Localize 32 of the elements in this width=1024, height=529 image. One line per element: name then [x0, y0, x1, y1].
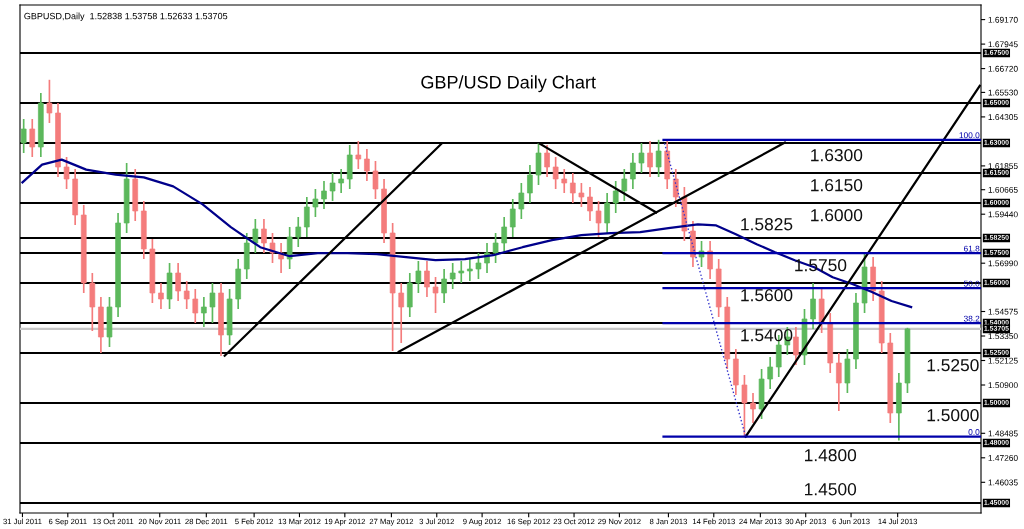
y-tick-label: 1.66720: [988, 65, 1018, 72]
text: GBP/USD Daily Chart: [421, 75, 596, 93]
text: GBPUSD,Daily 1.52838 1.53758 1.52633 1.53705: [24, 12, 228, 22]
y-tick-label: 1.52125: [988, 357, 1018, 364]
y-tick-label: 1.67945: [988, 41, 1018, 48]
annotation: 1.5825: [741, 218, 793, 231]
y-tick-label: 1.60665: [988, 186, 1018, 193]
annotation: 1.6150: [811, 179, 863, 192]
annotation: 1.5250: [927, 359, 979, 372]
y-tick-label: 1.61855: [988, 163, 1018, 169]
y-tick-label: 1.59440: [988, 211, 1018, 218]
annotation: 1.5600: [741, 289, 793, 302]
y-tick-label: 1.54575: [988, 308, 1018, 315]
annotation: 0.0: [968, 429, 980, 435]
y-tick-label: 1.50900: [988, 382, 1018, 389]
y-tick-label: 1.53350: [988, 333, 1018, 340]
annotation: 61.8: [963, 245, 980, 252]
y-tick-label: 1.46035: [988, 479, 1018, 486]
annotation: 38.2: [963, 315, 980, 322]
annotation: 1.4800: [805, 449, 857, 462]
y-tick-label: 1.48485: [988, 430, 1018, 437]
y-tick-label: 1.64305: [988, 114, 1018, 120]
annotation: 100.0: [959, 132, 980, 139]
y-tick-label: 1.69170: [988, 16, 1018, 23]
annotation: 1.6000: [811, 209, 863, 222]
annotation: 1.5000: [927, 409, 979, 422]
annotation: 50.0: [963, 280, 980, 287]
annotation: 1.6300: [811, 149, 863, 162]
y-tick-label: 1.65530: [988, 89, 1018, 96]
y-tick-label: 1.56990: [988, 260, 1018, 267]
annotation: 1.4500: [805, 483, 857, 496]
y-tick-label: 1.47260: [988, 455, 1018, 461]
